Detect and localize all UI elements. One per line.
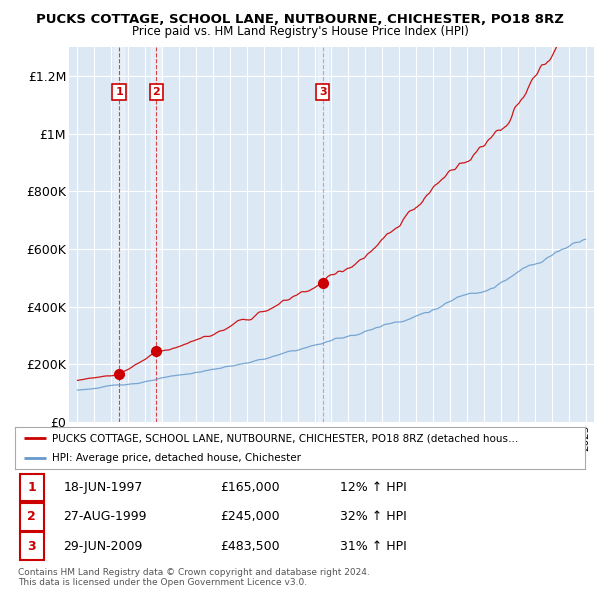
Bar — [114, 47, 124, 422]
Text: 1: 1 — [27, 481, 36, 494]
Bar — [151, 47, 161, 422]
Text: 1: 1 — [115, 87, 123, 97]
Text: 27-AUG-1999: 27-AUG-1999 — [64, 510, 147, 523]
FancyBboxPatch shape — [20, 532, 44, 560]
Text: HPI: Average price, detached house, Chichester: HPI: Average price, detached house, Chic… — [52, 453, 301, 463]
FancyBboxPatch shape — [20, 503, 44, 530]
Text: PUCKS COTTAGE, SCHOOL LANE, NUTBOURNE, CHICHESTER, PO18 8RZ (detached hous…: PUCKS COTTAGE, SCHOOL LANE, NUTBOURNE, C… — [52, 433, 518, 443]
Text: 29-JUN-2009: 29-JUN-2009 — [64, 540, 143, 553]
Text: £245,000: £245,000 — [220, 510, 280, 523]
Text: 2: 2 — [27, 510, 36, 523]
Text: 31% ↑ HPI: 31% ↑ HPI — [340, 540, 407, 553]
Text: Price paid vs. HM Land Registry's House Price Index (HPI): Price paid vs. HM Land Registry's House … — [131, 25, 469, 38]
Text: 18-JUN-1997: 18-JUN-1997 — [64, 481, 143, 494]
Text: 3: 3 — [319, 87, 326, 97]
Text: 3: 3 — [27, 540, 36, 553]
Text: £483,500: £483,500 — [220, 540, 280, 553]
Text: 12% ↑ HPI: 12% ↑ HPI — [340, 481, 407, 494]
Bar — [318, 47, 328, 422]
Text: Contains HM Land Registry data © Crown copyright and database right 2024.
This d: Contains HM Land Registry data © Crown c… — [18, 568, 370, 587]
Text: 32% ↑ HPI: 32% ↑ HPI — [340, 510, 407, 523]
FancyBboxPatch shape — [20, 474, 44, 502]
Text: £165,000: £165,000 — [220, 481, 280, 494]
Text: 2: 2 — [152, 87, 160, 97]
Text: PUCKS COTTAGE, SCHOOL LANE, NUTBOURNE, CHICHESTER, PO18 8RZ: PUCKS COTTAGE, SCHOOL LANE, NUTBOURNE, C… — [36, 13, 564, 26]
